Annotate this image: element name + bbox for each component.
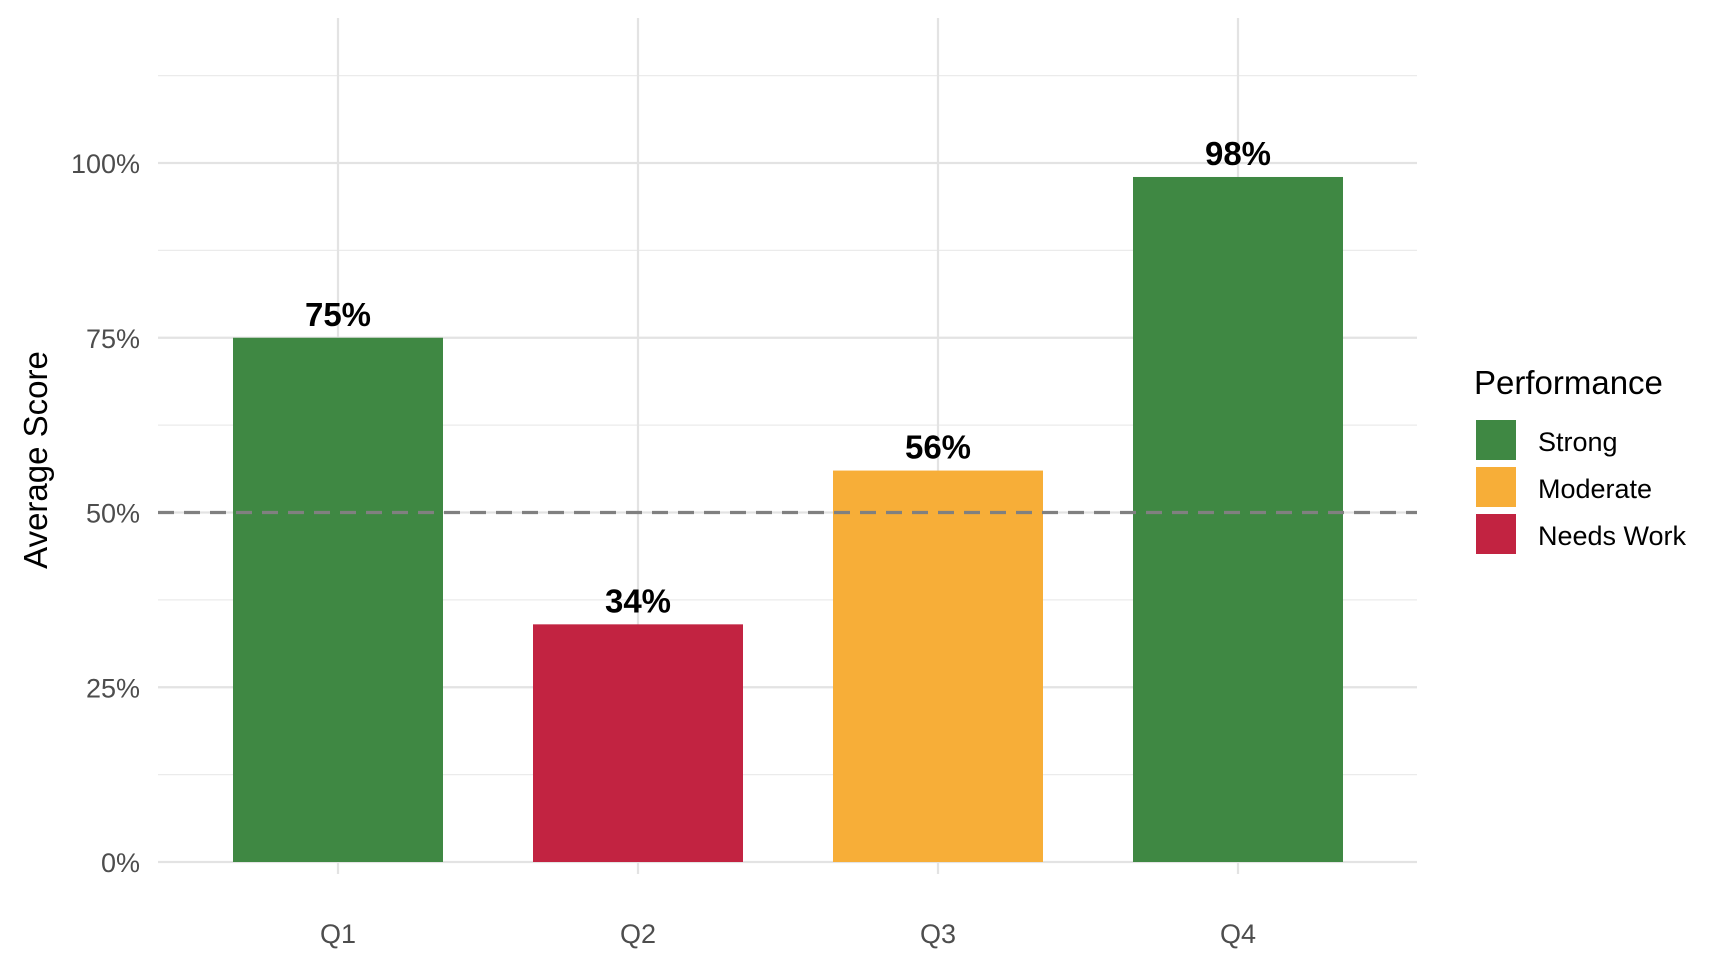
- x-tick-label-q4: Q4: [1220, 919, 1256, 949]
- legend: Performance Strong Moderate Needs Work: [1474, 364, 1687, 554]
- x-tick-label-q2: Q2: [620, 919, 656, 949]
- data-labels: 75% 34% 56% 98%: [305, 135, 1271, 619]
- data-label-q1: 75%: [305, 296, 371, 333]
- y-tick-label: 100%: [71, 149, 140, 179]
- axes: 0% 25% 50% 75% 100% Q1 Q2 Q3 Q4: [71, 149, 1256, 949]
- legend-label-moderate: Moderate: [1538, 474, 1652, 504]
- y-axis-title: Average Score: [17, 351, 54, 569]
- legend-label-strong: Strong: [1538, 427, 1618, 457]
- data-label-q2: 34%: [605, 582, 671, 619]
- legend-title: Performance: [1474, 364, 1663, 401]
- legend-swatch-moderate: [1476, 467, 1516, 507]
- data-label-q4: 98%: [1205, 135, 1271, 172]
- y-tick-label: 50%: [86, 499, 140, 529]
- bars: [233, 176, 1343, 863]
- bar-q2: [533, 624, 743, 862]
- x-tick-label-q3: Q3: [920, 919, 956, 949]
- legend-label-needs-work: Needs Work: [1538, 521, 1687, 551]
- y-tick-label: 0%: [101, 848, 140, 878]
- x-tick-label-q1: Q1: [320, 919, 356, 949]
- y-tick-label: 25%: [86, 673, 140, 703]
- y-tick-label: 75%: [86, 324, 140, 354]
- bar-q4: [1133, 176, 1343, 863]
- data-label-q3: 56%: [905, 429, 971, 466]
- legend-swatch-needs-work: [1476, 514, 1516, 554]
- bar-q3: [833, 470, 1043, 862]
- bar-q1: [233, 337, 443, 862]
- legend-swatch-strong: [1476, 420, 1516, 460]
